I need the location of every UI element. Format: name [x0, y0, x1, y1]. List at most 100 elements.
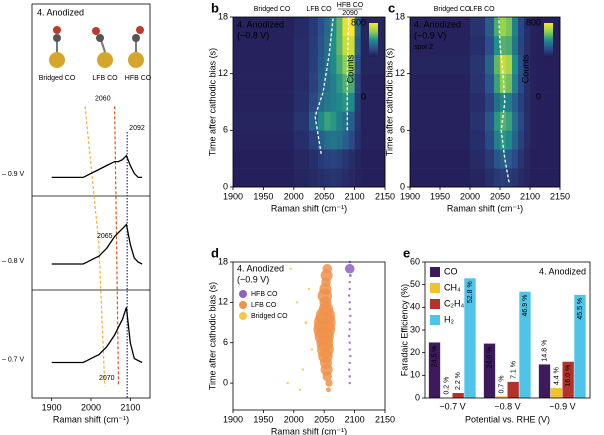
- heatmap-cell: [318, 111, 325, 131]
- heatmap-cell: [410, 111, 471, 131]
- legend-swatch: [430, 283, 440, 293]
- heatmap-cell: [293, 130, 310, 150]
- heatmap-cell: [518, 111, 525, 131]
- bubble: [325, 379, 333, 387]
- guide-line: [498, 16, 510, 183]
- heatmap-cell: [506, 92, 513, 112]
- heatmap-cell: [494, 35, 501, 56]
- y-tick-label: 40: [410, 302, 420, 312]
- heatmap-cell: [330, 149, 337, 169]
- heatmap-cell: [293, 168, 310, 188]
- peak-label: LFB CO: [469, 6, 495, 13]
- heatmap-cell: [410, 130, 471, 150]
- heatmap-cell: [530, 17, 537, 37]
- heatmap-cell: [506, 73, 513, 93]
- heatmap-cell: [500, 149, 507, 169]
- x-tick-label: 2150: [375, 414, 395, 424]
- heatmap-cell: [518, 35, 525, 56]
- heatmap-cell: [342, 168, 349, 188]
- heatmap-cell: [233, 35, 295, 56]
- heatmap-cell: [354, 35, 361, 56]
- x-tick-label: 1900: [223, 191, 243, 201]
- heatmap-cell: [536, 54, 561, 74]
- heatmap-cell: [470, 111, 486, 131]
- x-tick-label: 1900: [400, 191, 420, 201]
- heatmap-cell: [500, 130, 507, 150]
- heatmap-cell: [348, 92, 355, 112]
- bubble: [348, 328, 351, 331]
- heatmap-cell: [309, 35, 319, 56]
- heatmap-cell: [324, 111, 331, 131]
- heatmap-cell: [324, 17, 331, 37]
- heatmap-cell: [485, 17, 495, 37]
- x-tick-label: 2100: [520, 191, 540, 201]
- heatmap-cell: [530, 130, 537, 150]
- bar: [538, 364, 551, 398]
- bubble: [301, 368, 305, 371]
- heatmap-cell: [518, 73, 525, 93]
- heatmap-cell: [360, 92, 386, 112]
- bubble: [348, 274, 352, 277]
- x-tick-label: 2000: [81, 402, 101, 412]
- heatmap-cell: [524, 73, 531, 93]
- value-label: 24.5 %: [432, 345, 439, 367]
- x-tick-label: 2100: [120, 402, 140, 412]
- legend-marker: [239, 312, 247, 320]
- heatmap-cell: [500, 73, 507, 93]
- heatmap-cell: [318, 73, 325, 93]
- y-tick-label: 6: [400, 125, 405, 135]
- heatmap-cell: [512, 111, 519, 131]
- heatmap-cell: [309, 130, 319, 150]
- x-axis-label: Raman shift (cm⁻¹): [271, 203, 347, 213]
- heatmap-cell: [470, 54, 486, 74]
- heatmap-cell: [524, 149, 531, 169]
- legend-label: HFB CO: [251, 291, 278, 298]
- heatmap-cell: [518, 92, 525, 112]
- legend-swatch: [430, 267, 440, 277]
- y-tick-label: 0: [223, 377, 228, 387]
- x-tick-label: 1900: [42, 402, 62, 412]
- heatmap-cell: [524, 35, 531, 56]
- heatmap-cell: [524, 130, 531, 150]
- x-axis-label: Potential vs. RHE (V): [465, 414, 550, 424]
- bar: [562, 361, 574, 398]
- heatmap-cell: [470, 73, 486, 93]
- x-tick-label: 2000: [284, 191, 304, 201]
- heatmap-cell: [342, 149, 349, 169]
- colorbar-label: Counts: [345, 54, 355, 83]
- heatmap-cell: [470, 17, 486, 37]
- x-tick-label: −0.7 V: [439, 401, 465, 411]
- guide-line: [314, 16, 334, 155]
- heatmap-cell: [524, 17, 531, 37]
- spectrum-line: [51, 154, 143, 179]
- x-tick-label: −0.9 V: [549, 401, 575, 411]
- heatmap-cell: [485, 149, 495, 169]
- heatmap-cell: [336, 35, 343, 56]
- bubble: [348, 287, 351, 291]
- heatmap-cell: [485, 168, 495, 188]
- heatmap-cell: [360, 149, 386, 169]
- peak-label: Bridged CO: [434, 6, 471, 13]
- value-label: 24.0 %: [487, 347, 494, 369]
- y-tick-label: 0: [223, 181, 228, 191]
- heatmap-cell: [500, 92, 507, 112]
- heatmap-cell: [354, 130, 361, 150]
- heatmap-cell: [330, 73, 337, 93]
- heatmap-cell: [348, 168, 355, 188]
- heatmap-cell: [494, 54, 501, 74]
- heatmap-cell: [524, 54, 531, 74]
- heatmap-cell: [410, 73, 471, 93]
- panel-label: c: [388, 0, 395, 15]
- y-tick-label: 50: [410, 279, 420, 289]
- y-axis-label: Time after cathodic bias (s): [384, 48, 394, 156]
- heatmap-cell: [470, 92, 486, 112]
- heatmap-cell: [348, 35, 355, 56]
- heatmap-cell: [318, 54, 325, 74]
- molecule-label: LFB CO: [92, 75, 118, 82]
- y-tick-label: 0: [400, 181, 405, 191]
- colorbar-tick-label: 800: [351, 17, 366, 27]
- colorbar-label: Counts: [520, 54, 530, 83]
- bar: [452, 393, 464, 398]
- heatmap-cell: [512, 168, 519, 188]
- heatmap-cell: [233, 168, 295, 188]
